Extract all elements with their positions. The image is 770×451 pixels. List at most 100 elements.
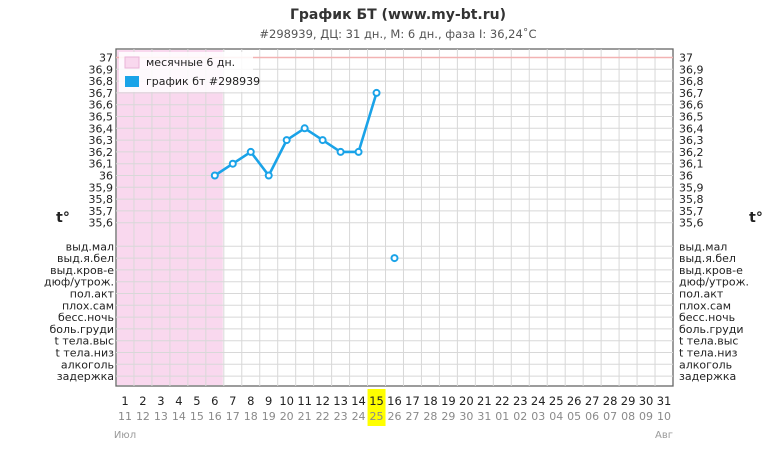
date-label: 11 (118, 410, 132, 423)
cycle-day-label: 8 (247, 394, 254, 408)
cycle-day-label: 2 (139, 394, 146, 408)
date-label: 15 (190, 410, 204, 423)
cycle-day-label: 30 (639, 394, 654, 408)
cycle-day-label: 16 (387, 394, 402, 408)
date-label: 31 (477, 410, 491, 423)
symptom-label-left: пол.акт (70, 288, 115, 301)
series-line (214, 92, 378, 177)
data-point (372, 88, 381, 97)
date-label: 04 (549, 410, 563, 423)
cycle-day-label: 4 (175, 394, 182, 408)
chart-title: График БТ (www.my-bt.ru) (290, 7, 506, 23)
cycle-day-label: 25 (549, 394, 564, 408)
symptom-label-right: t тела.выс (679, 335, 738, 348)
y-tick-label-right: 35,7 (679, 205, 704, 218)
symptom-label-left: задержка (57, 370, 114, 383)
symptom-label-right: плох.сам (679, 299, 731, 312)
symptom-label-right: боль.груди (679, 323, 744, 336)
y-tick-label-right: 36,9 (679, 63, 704, 76)
cycle-day-label: 12 (315, 394, 330, 408)
symptom-label-left: выд.я.бел (57, 252, 114, 265)
y-tick-label-right: 35,6 (679, 217, 704, 230)
y-tick-label-right: 36,7 (679, 87, 704, 100)
date-label: 03 (531, 410, 545, 423)
cycle-day-label: 22 (495, 394, 510, 408)
y-tick-label-left: 37 (99, 52, 113, 65)
cycle-day-label: 26 (567, 394, 582, 408)
date-label: 10 (657, 410, 671, 423)
date-label: 26 (388, 410, 402, 423)
date-label: 22 (316, 410, 330, 423)
symptom-label-right: алкоголь (679, 358, 732, 371)
symptom-label-left: алкоголь (61, 358, 114, 371)
data-point (246, 147, 255, 156)
symptom-label-right: бесс.ночь (679, 311, 735, 324)
data-point (336, 147, 345, 156)
y-tick-label-left: 36,4 (89, 122, 114, 135)
chart-subtitle: #298939, ДЦ: 31 дн., М: 6 дн., фаза I: 3… (259, 26, 536, 41)
y-tick-label-left: 36,8 (89, 75, 114, 88)
symptom-label-left: боль.груди (49, 323, 114, 336)
y-tick-label-left: 36,1 (89, 158, 114, 171)
cycle-day-label: 24 (531, 394, 546, 408)
symptom-label-right: выд.я.бел (679, 252, 736, 265)
date-label: 20 (280, 410, 294, 423)
cycle-day-label: 29 (621, 394, 636, 408)
highlight-day-15 (367, 389, 386, 426)
y-tick-label-right: 35,9 (679, 181, 704, 194)
date-label: 14 (172, 410, 186, 423)
date-label: 06 (585, 410, 599, 423)
cycle-day-label: 6 (211, 394, 218, 408)
y-tick-label-left: 36 (99, 170, 113, 183)
date-label: 13 (154, 410, 168, 423)
date-label: 16 (208, 410, 222, 423)
y-tick-label-right: 36,2 (679, 146, 704, 159)
date-label: 18 (244, 410, 258, 423)
y-tick-label-right: 36,3 (679, 134, 704, 147)
month-label: Июл (114, 430, 136, 441)
date-label: 28 (423, 410, 437, 423)
cycle-day-label: 1 (121, 394, 128, 408)
date-label: 29 (441, 410, 455, 423)
y-tick-label-left: 36,2 (89, 146, 114, 159)
date-label: 19 (262, 410, 276, 423)
cycle-day-label: 23 (513, 394, 528, 408)
legend-box (119, 52, 253, 92)
symptom-label-left: t тела.низ (56, 347, 115, 360)
data-point (318, 136, 327, 145)
symptom-label-left: дюф/утрож. (44, 276, 114, 289)
y-axis-title-left: t° (56, 210, 70, 226)
symptom-label-right: пол.акт (679, 288, 724, 301)
date-label: 09 (639, 410, 653, 423)
cycle-day-label: 15 (369, 394, 384, 408)
cycle-day-label: 5 (193, 394, 200, 408)
cycle-day-label: 7 (229, 394, 236, 408)
date-label: 23 (334, 410, 348, 423)
date-label: 24 (352, 410, 366, 423)
cycle-day-label: 17 (405, 394, 420, 408)
y-axis-title-right: t° (749, 210, 763, 226)
legend-label-menstruation: месячные 6 дн. (146, 56, 235, 69)
symptom-label-left: бесс.ночь (58, 311, 114, 324)
date-label: 27 (405, 410, 419, 423)
cycle-day-label: 10 (279, 394, 294, 408)
date-label: 21 (298, 410, 312, 423)
y-tick-label-left: 35,6 (89, 217, 114, 230)
cycle-day-label: 27 (585, 394, 600, 408)
symptom-label-left: выд.мал (66, 240, 114, 253)
y-tick-label-right: 36,4 (679, 122, 704, 135)
cycle-day-label: 21 (477, 394, 492, 408)
date-label: 17 (226, 410, 240, 423)
date-label: 05 (567, 410, 581, 423)
y-tick-label-left: 36,7 (89, 87, 114, 100)
cycle-day-label: 19 (441, 394, 456, 408)
cycle-day-label: 18 (423, 394, 438, 408)
date-label: 12 (136, 410, 150, 423)
cycle-day-label: 3 (157, 394, 164, 408)
legend-swatch-menstruation (124, 56, 140, 69)
cycle-day-label: 31 (657, 394, 672, 408)
data-point (210, 171, 219, 180)
legend-swatch-series (125, 76, 139, 87)
